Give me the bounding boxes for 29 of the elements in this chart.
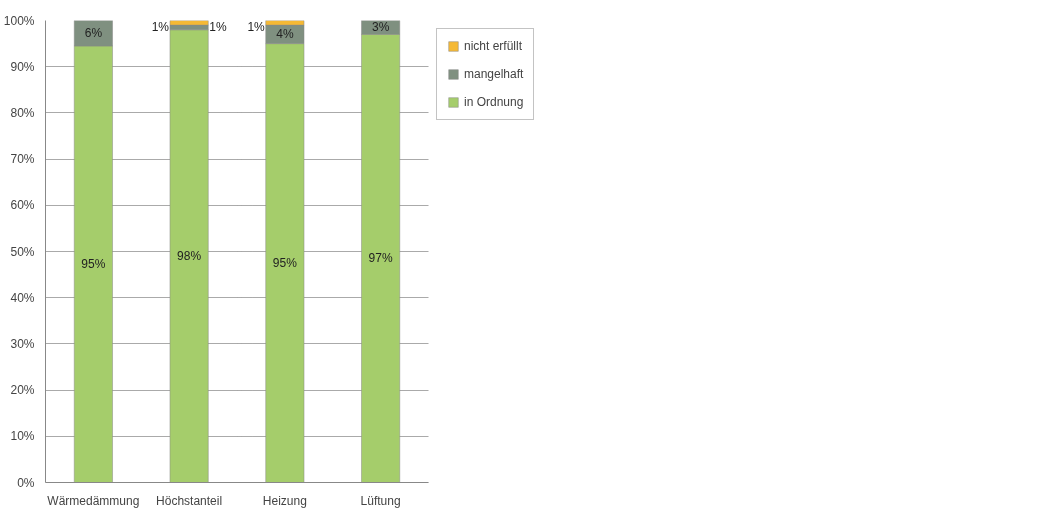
legend-label: nicht erfüllt [464, 39, 523, 53]
x-tick-label: Höchstanteil [156, 493, 223, 508]
y-tick-label: 90% [10, 59, 35, 74]
y-tick-label: 0% [17, 475, 35, 490]
x-tick-label: Heizung [262, 493, 307, 508]
y-tick-label: 60% [10, 198, 35, 213]
bar [169, 20, 209, 26]
y-tick-label: 10% [10, 429, 35, 444]
y-tick-label: 50% [10, 244, 35, 259]
data-label: 1% [151, 19, 170, 34]
data-label: 97% [368, 251, 393, 266]
data-label: 4% [276, 27, 294, 42]
data-label: 1% [247, 19, 266, 34]
y-tick-label: 40% [10, 290, 35, 305]
legend-label: in Ordnung [464, 95, 524, 109]
data-label: 95% [81, 257, 106, 272]
data-label: 3% [371, 20, 390, 35]
y-tick-label: 80% [10, 105, 35, 120]
y-tick-label: 100% [3, 13, 35, 28]
data-label: 95% [272, 256, 298, 271]
y-tick-label: 20% [10, 383, 35, 398]
x-tick-label: Wärmedämmung [47, 493, 140, 508]
legend-label: mangelhaft [464, 67, 524, 81]
x-tick-label: Lüftung [360, 493, 401, 508]
data-label: 6% [84, 26, 103, 41]
y-tick-label: 70% [10, 152, 35, 167]
data-label: 98% [177, 249, 202, 264]
y-tick-label: 30% [10, 336, 35, 351]
data-label: 1% [209, 20, 227, 35]
